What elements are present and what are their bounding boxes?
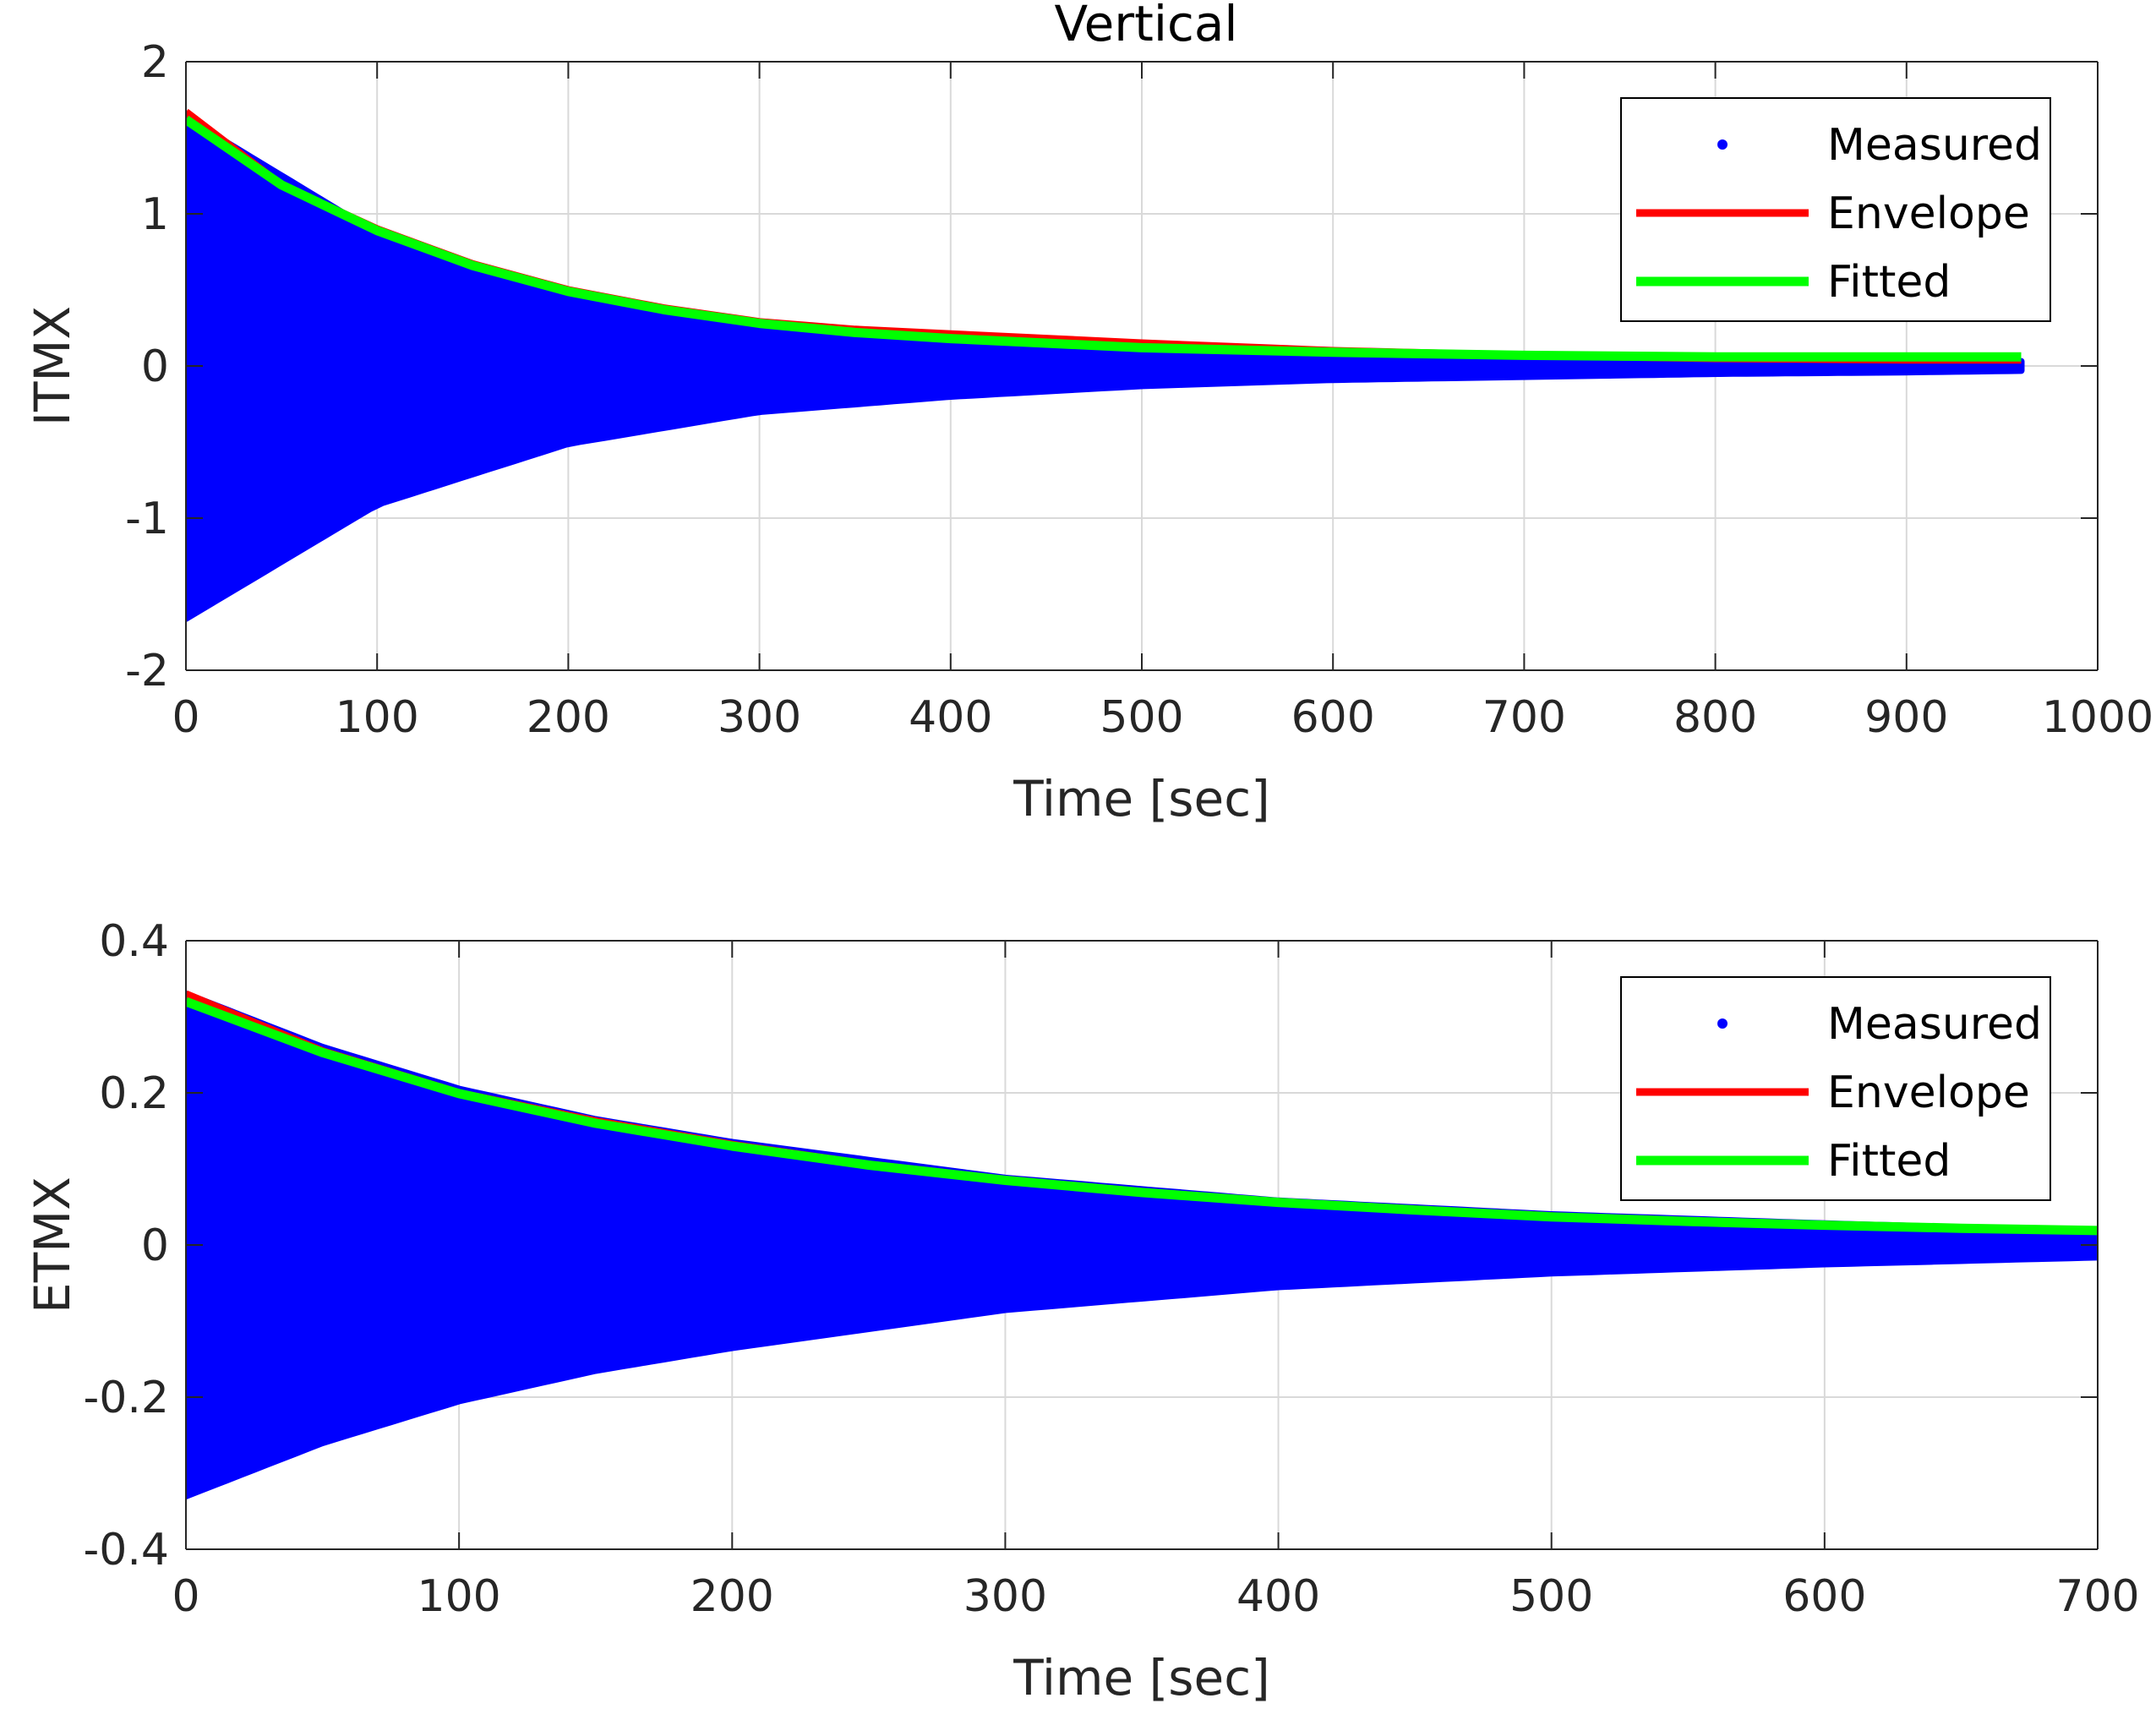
x-tick-label: 0 xyxy=(172,692,199,743)
x-axis-label: Time [sec] xyxy=(1013,770,1269,827)
x-tick-label: 300 xyxy=(718,692,801,743)
y-tick-label: 0.2 xyxy=(99,1068,169,1119)
y-axis-label: ITMX xyxy=(24,306,81,426)
x-tick-label: 100 xyxy=(336,692,419,743)
legend-measured-marker xyxy=(1717,139,1728,150)
y-tick-label: 1 xyxy=(141,189,169,240)
y-tick-label: 0 xyxy=(141,341,169,392)
x-tick-label: 700 xyxy=(1482,692,1566,743)
x-tick-label: 100 xyxy=(418,1571,501,1622)
x-tick-label: 300 xyxy=(963,1571,1047,1622)
legend-label: Envelope xyxy=(1827,188,2030,239)
fitted-series xyxy=(186,997,2098,1236)
legend-label: Fitted xyxy=(1827,1136,1951,1187)
x-tick-label: 600 xyxy=(1782,1571,1866,1622)
y-axis-label: ETMX xyxy=(24,1177,81,1313)
chart-2: 0 100 200 300 400 500 600 700 -0.4 -0.2 0 0.2 0.4 Tim… xyxy=(24,916,2140,1706)
plot-area xyxy=(186,108,2025,622)
y-tick-label: 0 xyxy=(141,1220,169,1271)
legend-measured-marker xyxy=(1717,1018,1728,1029)
y-tick-label: -1 xyxy=(125,494,169,544)
x-axis-label: Time [sec] xyxy=(1013,1649,1269,1706)
x-tick-label: 200 xyxy=(690,1571,774,1622)
legend-label: Measured xyxy=(1827,120,2042,171)
legend-label: Measured xyxy=(1827,999,2042,1050)
x-tick-label: 500 xyxy=(1509,1571,1593,1622)
y-tick-label: -0.2 xyxy=(84,1373,169,1423)
chart-1: 0 100 200 300 400 500 600 700 800 900 1000 -2 -1 0 1 2 T… xyxy=(24,37,2153,827)
legend-label: Fitted xyxy=(1827,257,1951,308)
y-tick-label: 0.4 xyxy=(99,916,169,967)
legend-label: Envelope xyxy=(1827,1067,2030,1118)
legend: Measured Envelope Fitted xyxy=(1620,976,2051,1201)
x-tick-label: 900 xyxy=(1864,692,1948,743)
y-tick-label: -2 xyxy=(125,646,169,696)
y-tick-label: -0.4 xyxy=(84,1525,169,1575)
plot-area xyxy=(186,990,2098,1499)
y-tick-label: 2 xyxy=(141,37,169,88)
figure-title: Vertical xyxy=(1054,0,1237,52)
x-tick-label: 1000 xyxy=(2042,692,2153,743)
x-tick-label: 400 xyxy=(1236,1571,1320,1622)
legend: Measured Envelope Fitted xyxy=(1620,97,2051,322)
x-tick-label: 200 xyxy=(527,692,610,743)
fitted-series xyxy=(186,115,2022,362)
x-tick-label: 600 xyxy=(1291,692,1375,743)
x-tick-label: 700 xyxy=(2055,1571,2139,1622)
x-tick-label: 500 xyxy=(1100,692,1183,743)
x-tick-label: 400 xyxy=(909,692,992,743)
x-tick-label: 800 xyxy=(1673,692,1757,743)
x-tick-label: 0 xyxy=(172,1571,199,1622)
